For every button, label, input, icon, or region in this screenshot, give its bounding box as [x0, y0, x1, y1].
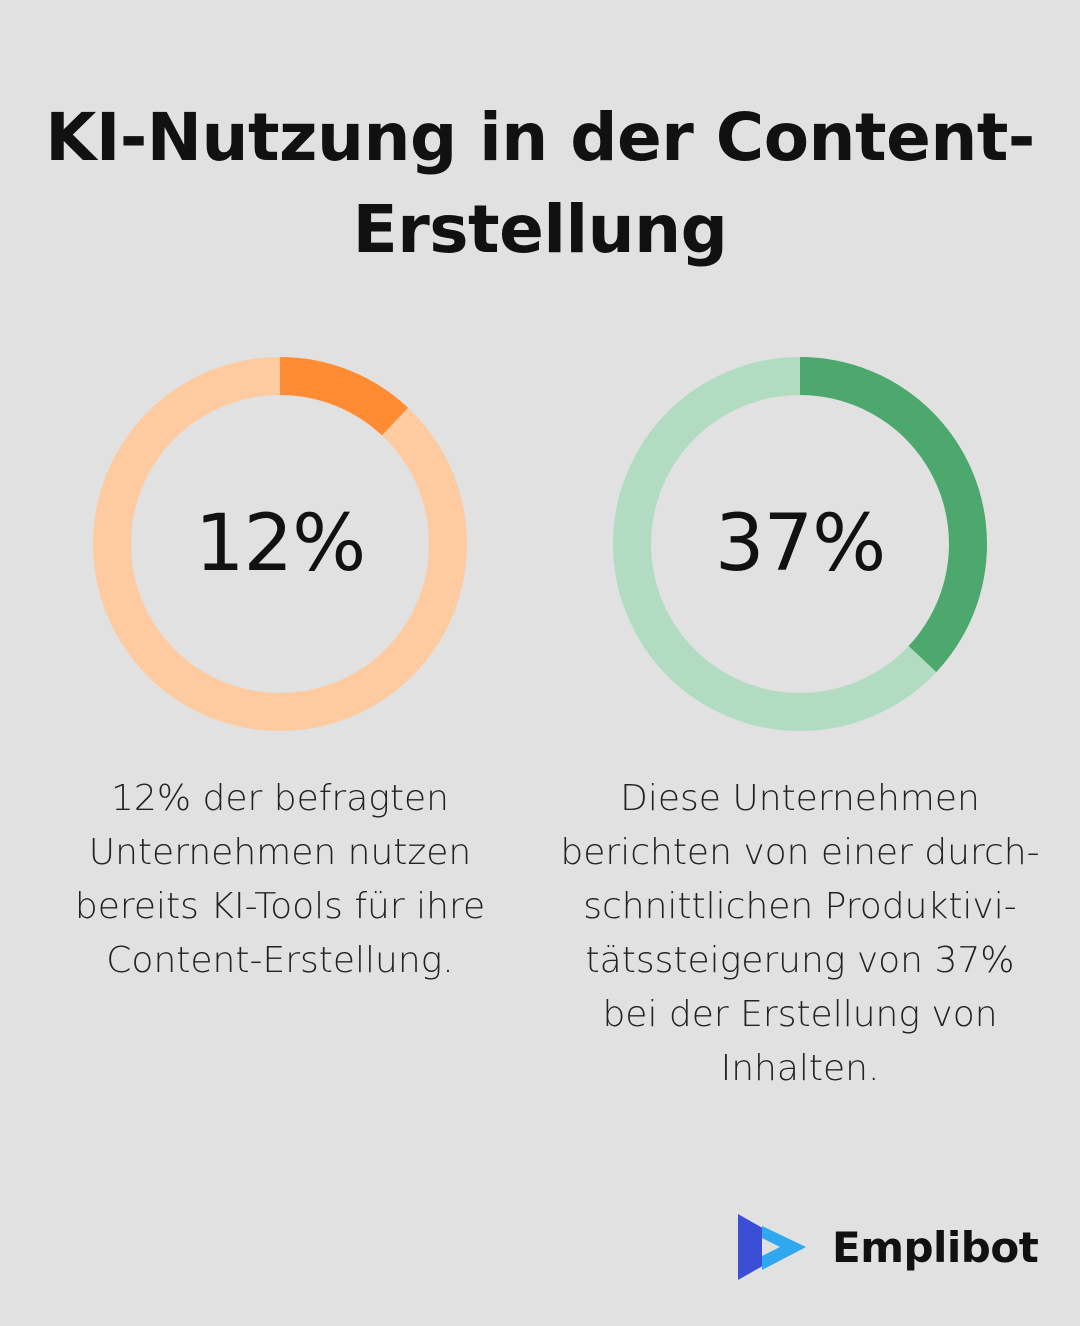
logo-front-triangle [762, 1226, 806, 1270]
title-line-2: Erstellung [352, 191, 728, 268]
description-1-line: bereits KI-Tools für ihre [74, 886, 486, 927]
page-title: KI-Nutzung in der Content- Erstellung [40, 92, 1040, 276]
donut-chart-1-svg [93, 357, 467, 731]
description-2: Diese Unternehmen berichten von einer du… [560, 772, 1040, 1096]
description-2-line: berichten von einer durch- [560, 832, 1040, 873]
brand-logo: Emplibot [736, 1212, 1046, 1282]
donut-2-center-label: 37% [714, 499, 886, 589]
donut-chart-1: 12% [91, 355, 469, 733]
description-2-line: bei der Erstellung von [602, 994, 998, 1035]
description-1: 12% der befragten Unternehmen nutzen ber… [40, 772, 520, 988]
title-line-1: KI-Nutzung in der Content- [45, 99, 1035, 176]
brand-name: Emplibot [832, 1223, 1039, 1272]
description-1-line: Unternehmen nutzen [88, 832, 472, 873]
description-2-line: tätssteigerung von 37% [585, 940, 1015, 981]
description-1-line: Content-Erstellung. [106, 940, 454, 981]
emplibot-logo-icon [738, 1214, 806, 1280]
description-2-line: schnittlichen Produktivi- [583, 886, 1017, 927]
donut-chart-2-svg [613, 357, 987, 731]
donut-2-value-arc [799, 357, 987, 672]
donut-chart-2: 37% [611, 355, 989, 733]
logo-inner-notch [762, 1238, 780, 1256]
donut-1-value-arc [279, 357, 409, 436]
description-1-line: 12% der befragten [111, 778, 449, 819]
donut-1-center-label: 12% [194, 499, 366, 589]
description-2-line: Diese Unternehmen [620, 778, 980, 819]
description-2-line: Inhalten. [720, 1048, 880, 1089]
